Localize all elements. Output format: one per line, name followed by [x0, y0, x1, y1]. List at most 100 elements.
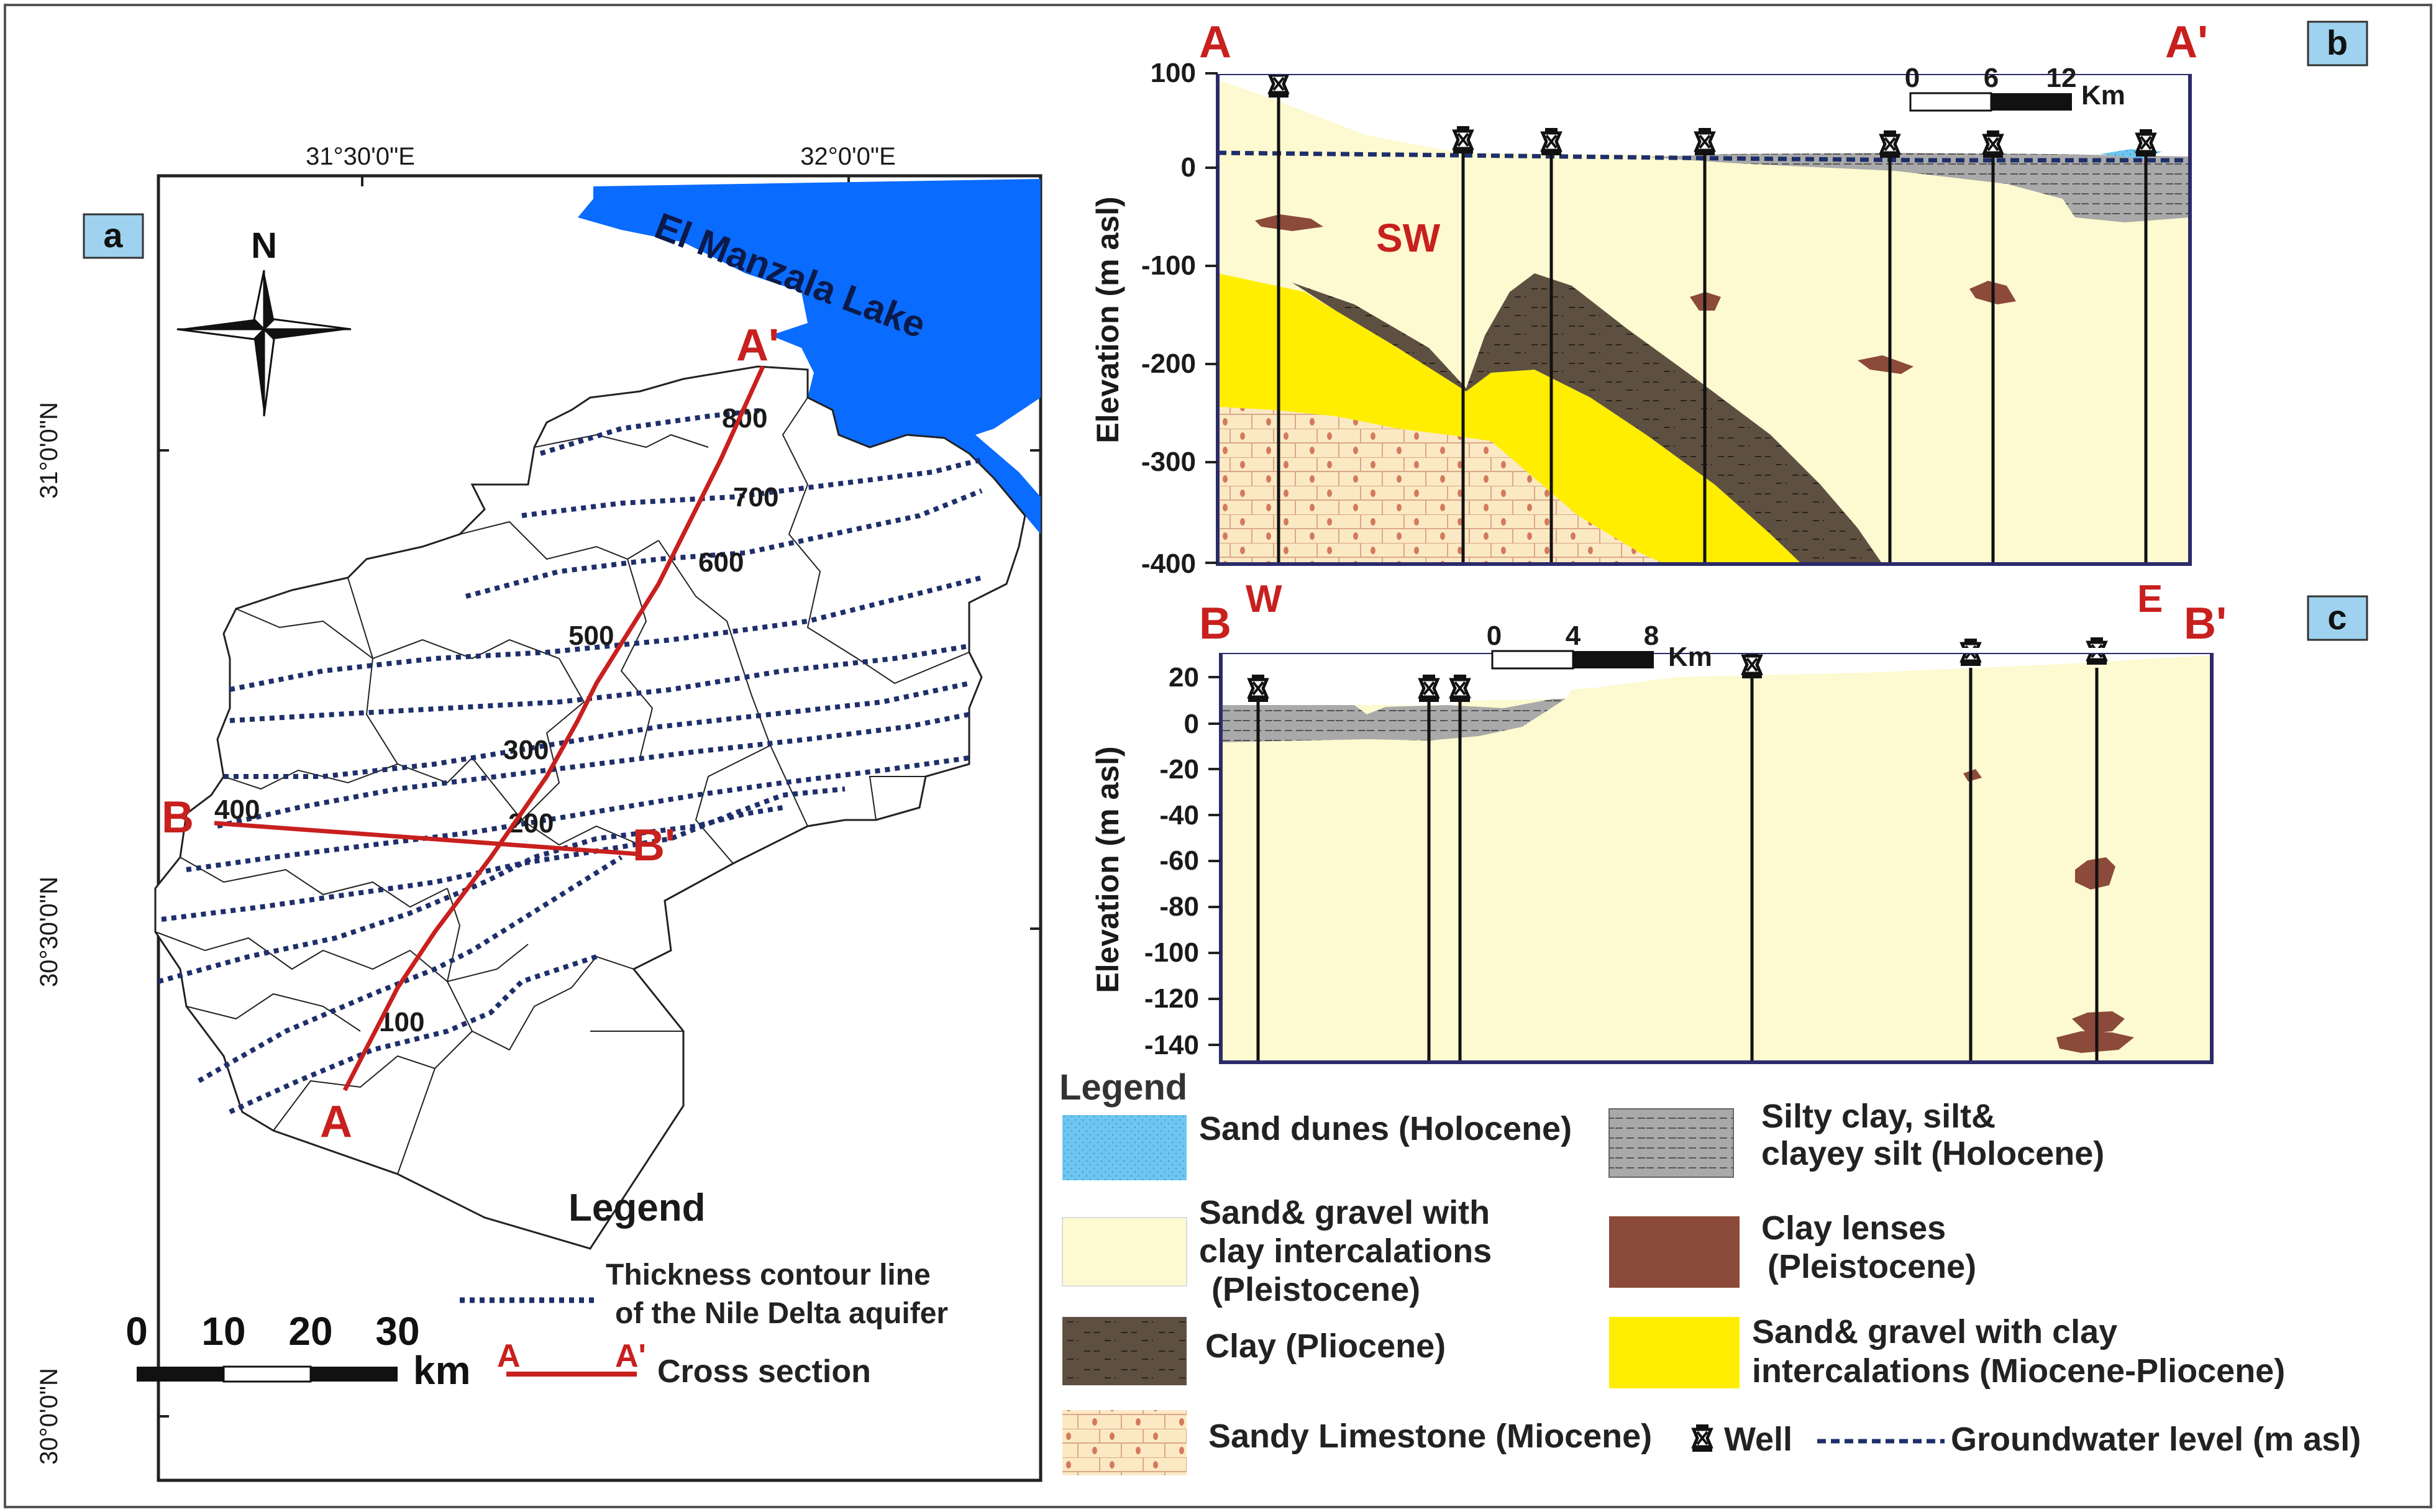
panel-label-a: a: [83, 213, 144, 259]
section-bb-scale-4: 4: [1566, 621, 1581, 651]
legend-text-well: Well: [1724, 1421, 1792, 1458]
legend-text-clay-lenses-1: Clay lenses: [1761, 1209, 1946, 1247]
outer-frame: [4, 4, 2432, 1508]
clay-pliocene-ab: [1292, 273, 1882, 564]
legend-text-silty-clay-2: clayey silt (Holocene): [1761, 1135, 2104, 1172]
legend-swatch-sand-gravel-mio: [1609, 1317, 1740, 1388]
contour-150: [198, 855, 623, 1083]
contour-label-500: 500: [568, 621, 614, 651]
section-ab-ylabel: Elevation (m asl): [1090, 196, 1125, 443]
contour-450: [229, 644, 970, 723]
wells-ab: [1277, 96, 2148, 564]
section-ab-scale-bar: 0 6 12 Km: [1905, 63, 2125, 112]
section-ab-sw: SW: [1376, 216, 1441, 260]
map-legend-title: Legend: [568, 1186, 705, 1229]
section-ab-e: E: [2137, 578, 2163, 621]
svg-text:0: 0: [1181, 152, 1196, 183]
groundwater-level-ab: [1217, 150, 2190, 163]
contour-label-700: 700: [733, 482, 778, 512]
svg-text:-60: -60: [1159, 845, 1199, 876]
map-panel: a 31°30'0"E 32°0'0"E 31°0'0"N 30°30'0"N …: [35, 143, 1042, 1482]
lat-label-2: 30°30'0"N: [35, 877, 63, 987]
section-bb-end: B': [2184, 599, 2227, 649]
lon-label-2: 32°0'0"E: [800, 143, 896, 170]
contour-250: [161, 786, 846, 922]
section-bb-start: B: [1199, 599, 1231, 649]
panel-label-b: b: [2307, 20, 2368, 66]
section-ab-end: A': [2165, 17, 2208, 67]
svg-text:-100: -100: [1141, 250, 1196, 281]
map-scale-20: 20: [288, 1309, 332, 1354]
map-point-b: B: [162, 793, 194, 842]
contour-200: [157, 805, 783, 984]
section-ab-start: A: [1199, 17, 1231, 67]
map-point-a: A: [320, 1097, 352, 1147]
legend-text-silty-clay-1: Silty clay, silt&: [1761, 1098, 1996, 1135]
silty-clay-bb: [1221, 699, 1566, 742]
panel-letter-b: b: [2327, 23, 2348, 62]
sandy-limestone-ab: [1218, 407, 1665, 564]
legend-text-sand-gravel-1: Sand& gravel with: [1199, 1194, 1490, 1231]
north-arrow: N: [176, 225, 352, 417]
section-ab-w: W: [1246, 578, 1282, 621]
section-bb-scale-8: 8: [1644, 621, 1659, 651]
section-bb-scale-0: 0: [1487, 621, 1502, 651]
section-bb-panel: Elevation (m asl) 20 0 -20 -40 -60 -80 -…: [1090, 595, 2368, 1064]
legend-text-sand-gravel-3: (Pleistocene): [1211, 1271, 1420, 1308]
panel-label-c: c: [2307, 595, 2368, 641]
map-point-a-prime: A': [736, 321, 779, 370]
map-legend-contour-text-2: of the Nile Delta aquifer: [615, 1297, 948, 1330]
legend-text-groundwater: Groundwater level (m asl): [1951, 1421, 2361, 1458]
svg-text:-140: -140: [1144, 1030, 1199, 1060]
north-label: N: [251, 225, 277, 266]
svg-text:-200: -200: [1141, 348, 1196, 379]
legend-swatch-clay-pliocene: [1062, 1317, 1187, 1385]
svg-text:-400: -400: [1141, 549, 1196, 579]
lat-label-3: 30°0'0"N: [35, 1368, 63, 1465]
svg-text:-300: -300: [1141, 447, 1196, 477]
map-legend-section-from: A: [497, 1338, 521, 1374]
section-ab-yticks: 100 0 -100 -200 -300 -400: [1141, 58, 1218, 579]
lat-label-1: 31°0'0"N: [35, 402, 63, 499]
district-boundaries: [155, 397, 970, 1175]
svg-text:20: 20: [1169, 662, 1199, 693]
svg-text:0: 0: [1184, 709, 1199, 739]
legend-text-clay-lenses-2: (Pleistocene): [1768, 1248, 1976, 1285]
svg-text:-100: -100: [1144, 937, 1199, 968]
legend-swatch-clay-lenses: [1609, 1216, 1740, 1288]
section-bb-ylabel: Elevation (m asl): [1090, 746, 1125, 993]
panel-letter-a: a: [103, 216, 123, 255]
section-ab-panel: Elevation (m asl) 100 0 -100 -200 -300 -…: [1090, 17, 2368, 621]
sand-gravel-mio-ab: [1218, 273, 1802, 564]
contour-300: [186, 755, 970, 872]
legend-text-sand-dunes: Sand dunes (Holocene): [1199, 1110, 1572, 1147]
contour-label-400: 400: [214, 795, 260, 825]
wells-bb: [1256, 668, 2099, 1062]
section-bb-scale-unit: Km: [1668, 642, 1712, 672]
section-ab-scale-12: 12: [2046, 63, 2077, 93]
legend-text-sand-gravel-mio-2: intercalations (Miocene-Pliocene): [1752, 1352, 2285, 1390]
section-line-aa: [342, 365, 765, 1091]
contour-400: [224, 681, 970, 779]
map-scale-0: 0: [125, 1309, 148, 1354]
map-legend-section-text: Cross section: [657, 1354, 871, 1390]
lon-label-1: 31°30'0"E: [306, 143, 415, 170]
contour-labels: 800 700 600 500 400 300 200 100: [214, 403, 778, 1037]
map-scale-10: 10: [201, 1309, 245, 1354]
map-scale-unit: km: [413, 1348, 471, 1393]
study-area-outline: [154, 365, 1026, 1250]
svg-text:-80: -80: [1159, 891, 1199, 922]
legend-text-sand-gravel-2: clay intercalations: [1199, 1232, 1492, 1270]
legend-text-sand-gravel-mio-1: Sand& gravel with clay: [1752, 1313, 2117, 1350]
contour-600: [465, 488, 983, 599]
legend-swatch-sand-gravel: [1062, 1217, 1187, 1287]
legend-swatch-sandy-limestone: [1062, 1410, 1187, 1475]
section-bb-yticks: 20 0 -20 -40 -60 -80 -100 -120 -140: [1144, 662, 1221, 1060]
contour-700: [521, 457, 982, 518]
section-ab-scale-0: 0: [1905, 63, 1920, 93]
legend-title: Legend: [1059, 1067, 1187, 1108]
svg-text:-40: -40: [1159, 800, 1199, 831]
legend-swatch-silty-clay: [1608, 1108, 1734, 1178]
el-manzala-lake: [578, 179, 1041, 534]
